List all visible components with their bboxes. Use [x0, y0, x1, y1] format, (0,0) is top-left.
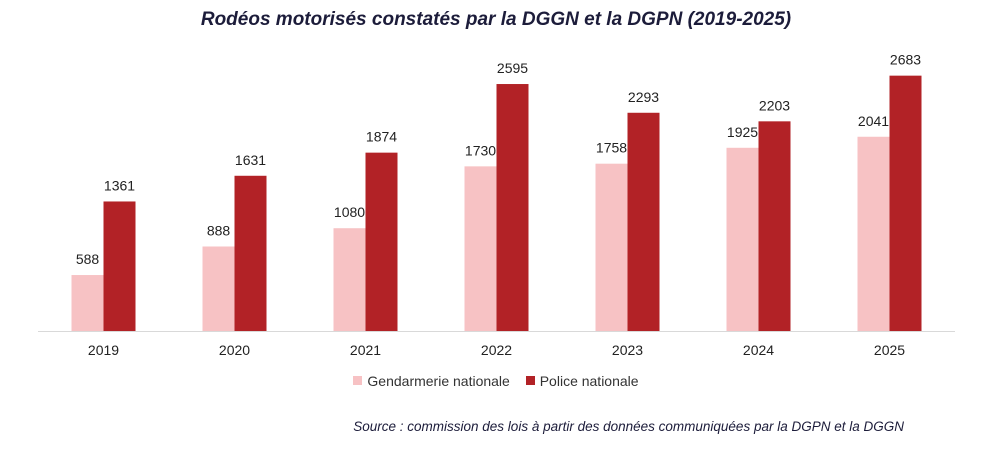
bar-police-2019	[103, 201, 136, 331]
legend: Gendarmerie nationale Police nationale	[0, 372, 992, 389]
data-label-gendarmerie-2020: 888	[207, 222, 231, 238]
legend-item-gendarmerie: Gendarmerie nationale	[353, 372, 510, 389]
data-label-gendarmerie-2024: 1925	[727, 124, 758, 140]
bar-police-2020	[234, 175, 267, 331]
bar-gendarmerie-2025	[857, 136, 890, 331]
data-label-police-2019: 1361	[104, 177, 135, 193]
bar-gendarmerie-2020	[202, 246, 235, 331]
legend-swatch-police	[525, 376, 535, 385]
bar-police-2023	[627, 112, 660, 331]
x-tick-label-2021: 2021	[350, 342, 381, 358]
x-tick-label-2025: 2025	[874, 342, 905, 358]
chart-title: Rodéos motorisés constatés par la DGGN e…	[200, 9, 792, 30]
bar-police-2025	[889, 75, 922, 332]
bar-gendarmerie-2024	[726, 147, 759, 331]
data-label-police-2024: 2203	[759, 97, 790, 113]
x-tick-label-2024: 2024	[743, 342, 774, 358]
x-tick-label-2019: 2019	[88, 342, 119, 358]
data-label-police-2020: 1631	[235, 152, 266, 168]
data-label-gendarmerie-2022: 1730	[465, 142, 496, 158]
legend-swatch-gendarmerie	[353, 376, 363, 385]
data-label-gendarmerie-2019: 588	[76, 251, 100, 267]
data-label-gendarmerie-2023: 1758	[596, 140, 627, 156]
source-note: Source : commission des lois à partir de…	[353, 419, 904, 434]
x-tick-label-2023: 2023	[612, 342, 643, 358]
x-tick-label-2020: 2020	[219, 342, 250, 358]
bar-gendarmerie-2021	[333, 228, 366, 331]
bar-police-2022	[496, 84, 529, 331]
data-label-police-2022: 2595	[497, 60, 528, 76]
bar-gendarmerie-2022	[464, 166, 497, 331]
legend-label-police: Police nationale	[539, 372, 639, 389]
data-label-gendarmerie-2021: 1080	[334, 204, 365, 220]
bar-police-2024	[758, 121, 791, 331]
data-label-police-2021: 1874	[366, 129, 397, 145]
bar-gendarmerie-2019	[71, 275, 104, 331]
bar-gendarmerie-2023	[595, 163, 628, 331]
data-label-gendarmerie-2025: 2041	[858, 113, 889, 129]
data-label-police-2023: 2293	[628, 89, 659, 105]
data-label-police-2025: 2683	[890, 52, 921, 68]
bar-police-2021	[365, 152, 398, 331]
x-tick-label-2022: 2022	[481, 342, 512, 358]
legend-item-police: Police nationale	[525, 372, 639, 389]
legend-label-gendarmerie: Gendarmerie nationale	[367, 372, 510, 389]
